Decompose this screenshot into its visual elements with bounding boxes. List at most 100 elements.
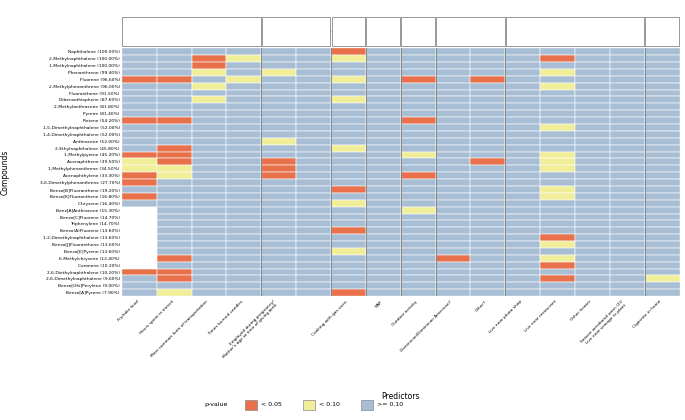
Bar	[261, 103, 296, 110]
Bar	[122, 48, 157, 55]
Bar	[366, 207, 401, 213]
Bar	[401, 110, 436, 117]
Bar	[471, 241, 506, 248]
Bar	[331, 248, 366, 255]
Bar	[296, 179, 331, 186]
Bar	[540, 227, 575, 234]
Bar	[261, 179, 296, 186]
Bar	[610, 62, 645, 69]
Bar	[645, 186, 680, 193]
Bar	[645, 97, 680, 103]
Bar	[540, 131, 575, 138]
Bar	[261, 144, 296, 152]
Bar	[122, 276, 157, 282]
Bar	[192, 289, 227, 296]
Bar	[122, 152, 157, 158]
Bar	[471, 89, 506, 97]
Bar	[645, 227, 680, 234]
Bar	[261, 248, 296, 255]
Bar	[610, 276, 645, 282]
Bar	[401, 262, 436, 268]
Bar	[645, 124, 680, 131]
Bar	[122, 179, 157, 186]
Bar	[261, 76, 296, 83]
Bar	[575, 158, 610, 165]
Text: >= 0.10: >= 0.10	[377, 402, 403, 407]
Text: Race/Ethnicity: Race/Ethnicity	[449, 29, 491, 34]
Bar	[401, 289, 436, 296]
Bar	[506, 48, 540, 55]
Bar	[331, 76, 366, 83]
Bar	[192, 234, 227, 241]
Bar	[227, 131, 261, 138]
Bar	[506, 276, 540, 282]
Bar	[331, 62, 366, 69]
Bar	[506, 152, 540, 158]
Bar	[540, 186, 575, 193]
Bar	[506, 172, 540, 179]
Bar	[436, 117, 471, 124]
Bar	[157, 131, 192, 138]
Bar	[296, 282, 331, 289]
Bar	[157, 97, 192, 103]
Bar	[122, 83, 157, 89]
Bar	[331, 193, 366, 200]
Bar	[122, 248, 157, 255]
Bar	[471, 186, 506, 193]
Bar	[436, 97, 471, 103]
Bar	[610, 131, 645, 138]
Bar	[296, 144, 331, 152]
Bar	[540, 193, 575, 200]
Bar	[261, 152, 296, 158]
Bar	[227, 144, 261, 152]
Bar	[610, 144, 645, 152]
Bar	[471, 69, 506, 76]
Text: Other?: Other?	[475, 299, 488, 312]
Bar	[645, 83, 680, 89]
Bar	[122, 186, 157, 193]
Bar	[122, 158, 157, 165]
Bar	[366, 186, 401, 193]
Bar	[261, 234, 296, 241]
Bar	[471, 97, 506, 103]
Bar	[366, 241, 401, 248]
Bar	[506, 200, 540, 207]
Bar	[471, 103, 506, 110]
Bar	[227, 241, 261, 248]
Bar	[506, 186, 540, 193]
Bar	[261, 200, 296, 207]
Bar	[645, 179, 680, 186]
Bar	[366, 179, 401, 186]
Bar	[471, 76, 506, 83]
Bar	[575, 255, 610, 262]
Bar	[471, 268, 506, 276]
Bar	[261, 289, 296, 296]
Bar	[645, 172, 680, 179]
Bar	[436, 110, 471, 117]
Bar	[401, 131, 436, 138]
Bar	[575, 152, 610, 158]
Bar	[122, 97, 157, 103]
Bar	[645, 165, 680, 172]
Bar	[296, 213, 331, 221]
Bar	[366, 138, 401, 144]
Bar	[471, 124, 506, 131]
Bar	[645, 69, 680, 76]
Bar	[471, 289, 506, 296]
Bar	[261, 89, 296, 97]
Text: < 0.10: < 0.10	[319, 402, 340, 407]
Bar	[227, 227, 261, 234]
Bar	[296, 234, 331, 241]
Bar	[331, 220, 366, 227]
Bar	[610, 103, 645, 110]
Bar	[261, 117, 296, 124]
Bar	[610, 220, 645, 227]
Bar	[401, 255, 436, 262]
Bar	[331, 179, 366, 186]
Bar	[227, 158, 261, 165]
Bar	[645, 138, 680, 144]
Bar	[540, 103, 575, 110]
Bar	[471, 110, 506, 117]
Bar	[401, 103, 436, 110]
Bar	[296, 152, 331, 158]
